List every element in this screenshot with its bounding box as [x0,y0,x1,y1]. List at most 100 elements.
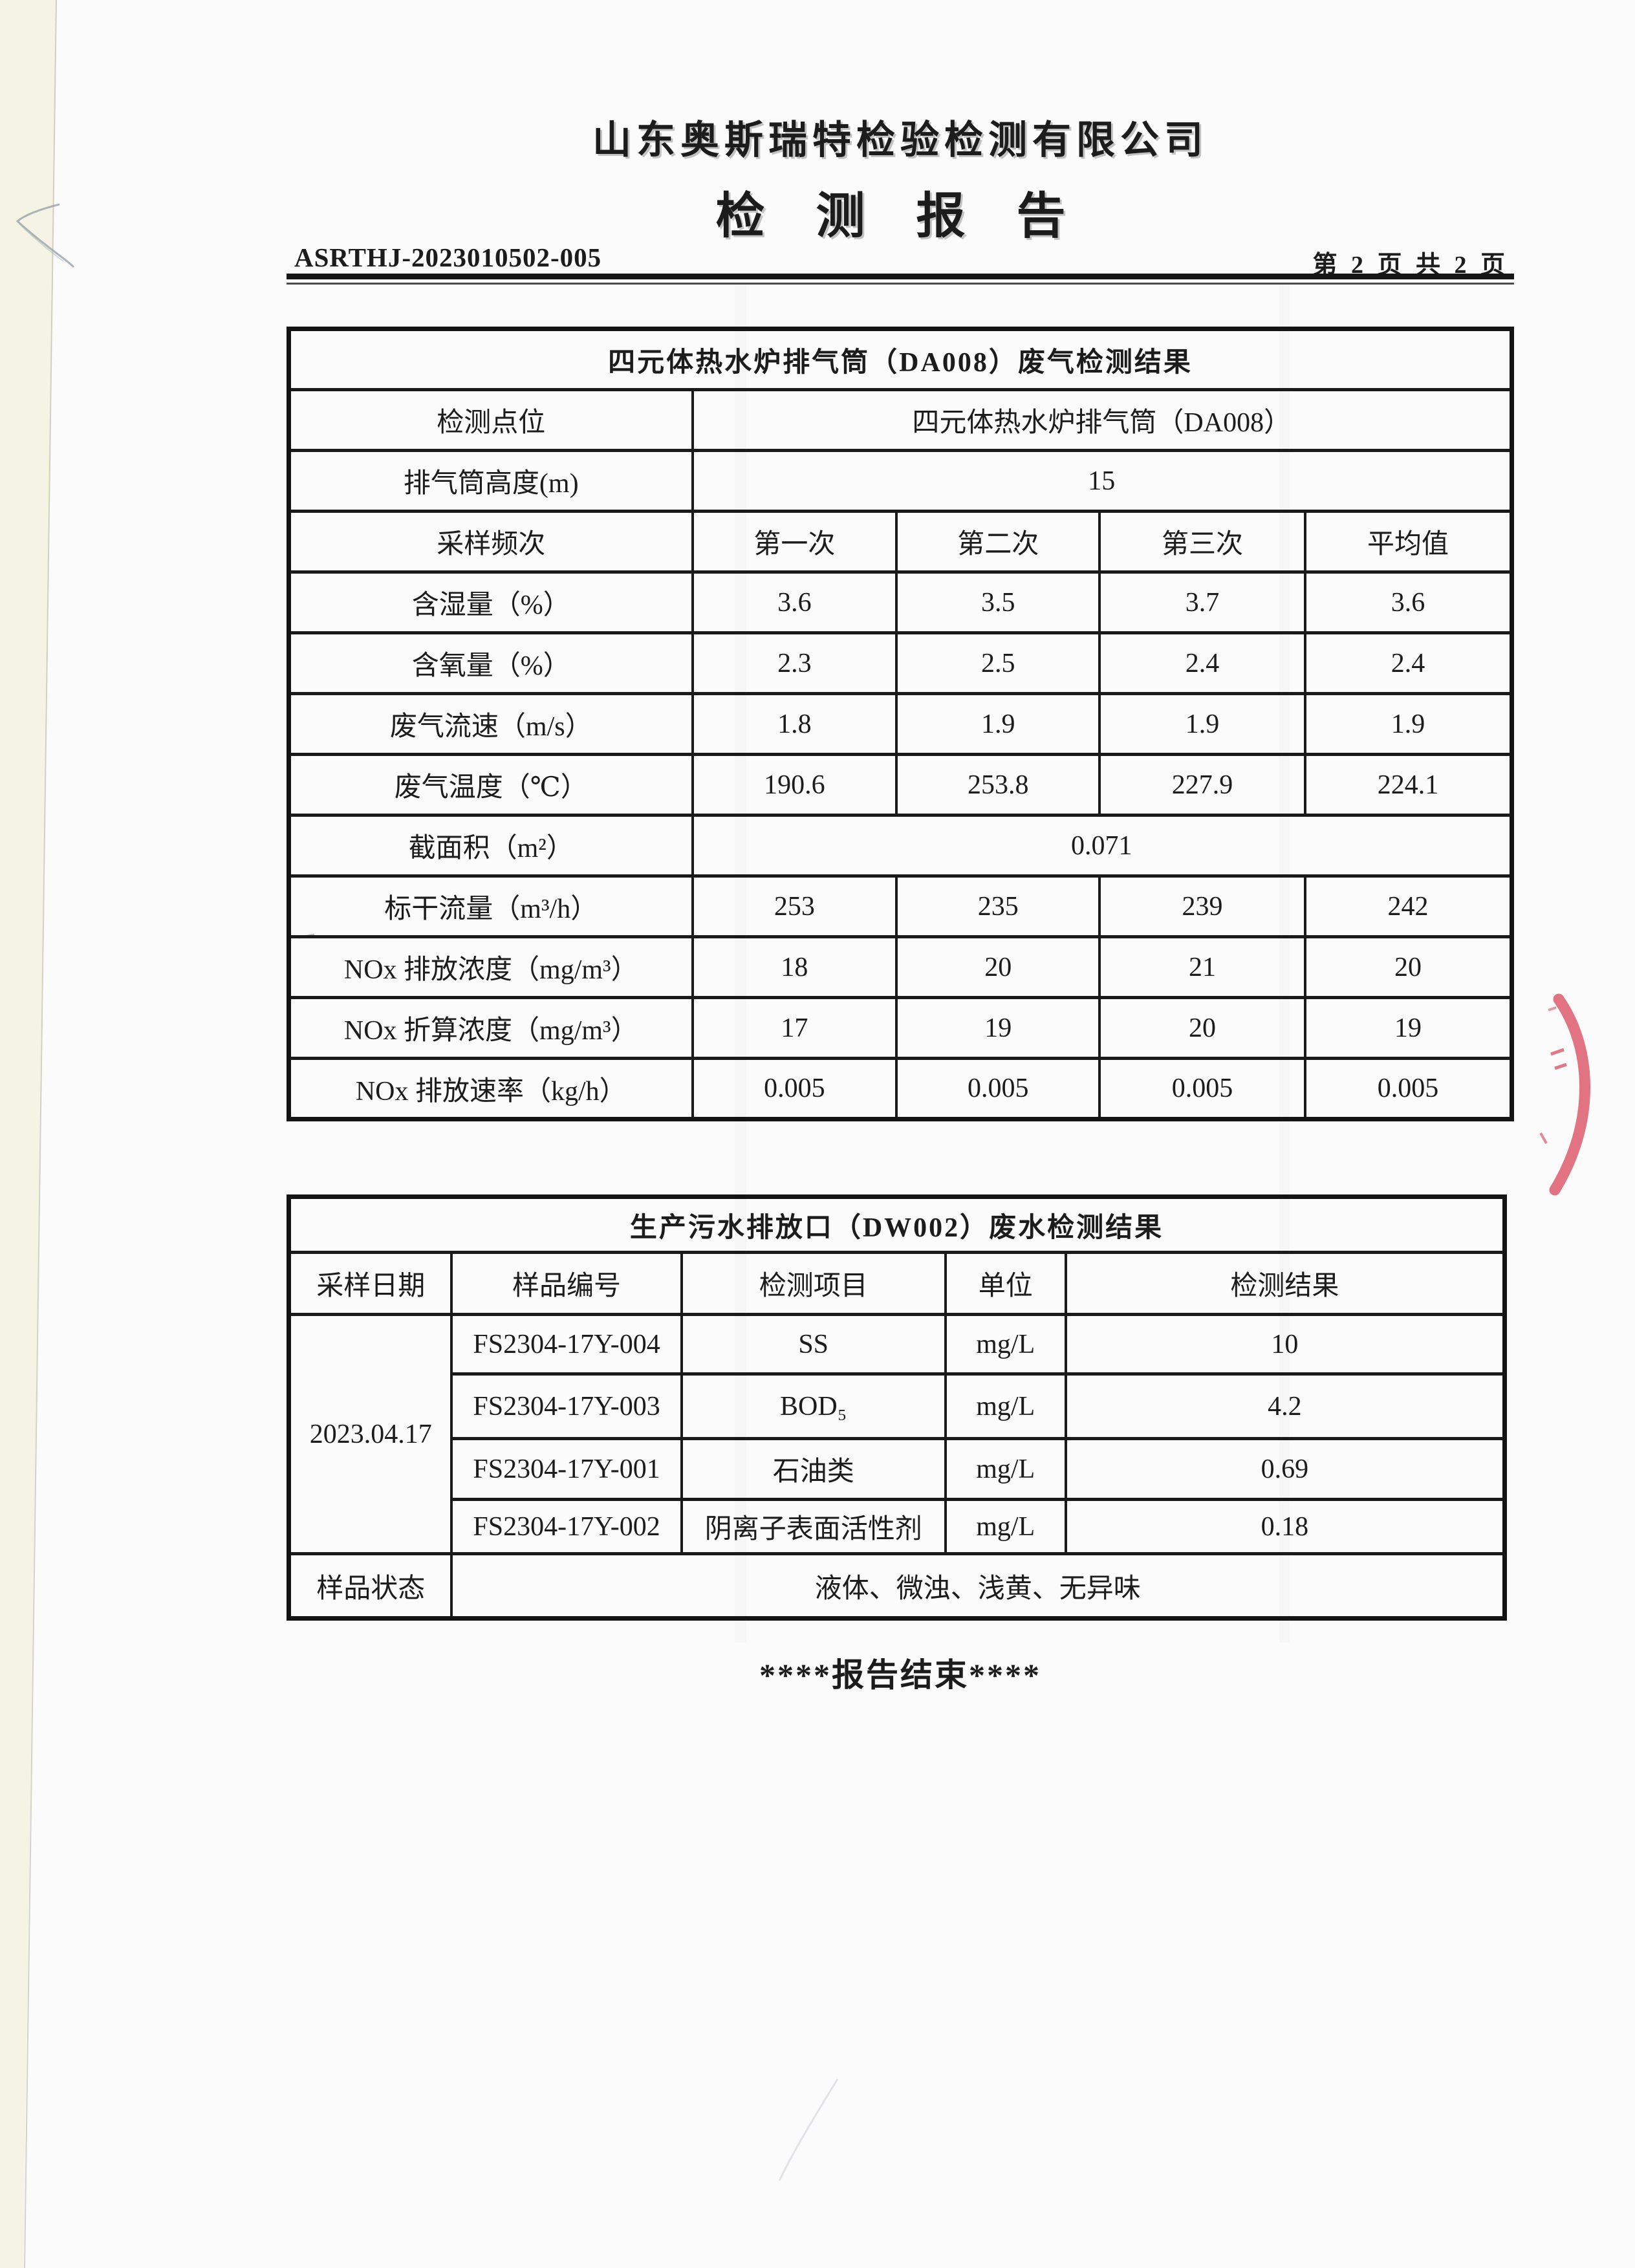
report-end-marker: ****报告结束**** [759,1657,1041,1693]
result-cell: 10 [1064,1313,1506,1376]
table-row: 检测点位 四元体热水炉排气筒（DA008） [287,388,1513,452]
row-label-cell: 截面积（m²） [287,814,694,878]
column-header-cell: 采样日期 [287,1251,453,1316]
paper-edge-strip [0,0,57,2268]
sample-no-cell: FS2304-17Y-002 [450,1498,683,1555]
row-label-cell: 排气筒高度(m) [287,449,694,513]
value-cell: 235 [895,874,1101,938]
table-row: NOx 排放速率（kg/h） 0.005 0.005 0.005 0.005 [287,1057,1513,1121]
value-cell: 0.005 [1303,1057,1513,1121]
unit-cell: mg/L [944,1437,1067,1501]
column-header-cell: 单位 [944,1251,1067,1316]
value-cell: 18 [691,935,898,999]
value-cell: 1.8 [691,692,898,756]
value-cell: 20 [1098,996,1306,1060]
value-cell: 四元体热水炉排气筒（DA008） [691,388,1513,452]
column-header-cell: 检测项目 [680,1251,947,1316]
water-table-title: 生产污水排放口（DW002）废水检测结果 [287,1195,1506,1254]
table-row: 截面积（m²） 0.071 [287,814,1513,878]
sample-state-cell: 液体、微浊、浅黄、无异味 [450,1552,1506,1620]
item-cell: 阴离子表面活性剂 [680,1498,947,1555]
table-row: 采样频次 第一次 第二次 第三次 平均值 [287,510,1513,574]
pencil-arrow-mark [16,203,75,268]
result-cell: 0.18 [1064,1498,1506,1555]
result-cell: 4.2 [1064,1372,1506,1440]
row-label-cell: 含氧量（%） [287,631,694,695]
sample-no-cell: FS2304-17Y-001 [450,1437,683,1501]
value-cell: 3.6 [1303,570,1513,634]
value-cell: 239 [1098,874,1306,938]
gas-table-title: 四元体热水炉排气筒（DA008）废气检测结果 [287,327,1513,391]
red-stamp-text-mark-4 [1539,1132,1548,1144]
value-cell: 15 [691,449,1513,513]
value-cell: 19 [895,996,1101,1060]
row-label-cell: NOx 折算浓度（mg/m³） [287,996,694,1060]
table-row: 样品状态 液体、微浊、浅黄、无异味 [287,1552,1506,1620]
column-header-cell: 第三次 [1098,510,1306,574]
header-rule-thick [287,274,1514,279]
value-cell: 20 [895,935,1101,999]
value-cell: 19 [1303,996,1513,1060]
column-header-cell: 第一次 [691,510,898,574]
unit-cell: mg/L [944,1372,1067,1440]
table-row: 四元体热水炉排气筒（DA008）废气检测结果 [287,327,1513,391]
value-cell: 0.005 [895,1057,1101,1121]
unit-cell: mg/L [944,1498,1067,1555]
gas-results-table: 四元体热水炉排气筒（DA008）废气检测结果 检测点位 四元体热水炉排气筒（DA… [287,327,1514,1121]
page-title: 检 测 报 告 [715,189,1085,244]
row-label-cell: 标干流量（m³/h） [287,874,694,938]
red-stamp-text-mark-1 [1550,1048,1565,1056]
value-cell: 253.8 [895,753,1101,817]
value-cell: 3.7 [1098,570,1306,634]
value-cell: 190.6 [691,753,898,817]
sample-no-cell: FS2304-17Y-004 [450,1313,683,1376]
table-row: 废气温度（℃） 190.6 253.8 227.9 224.1 [287,753,1513,817]
item-cell: 石油类 [680,1437,947,1501]
row-label-cell: NOx 排放速率（kg/h） [287,1057,694,1121]
value-cell: 253 [691,874,898,938]
value-cell: 242 [1303,874,1513,938]
red-stamp-text-mark-3 [1548,1006,1557,1011]
value-cell: 227.9 [1098,753,1306,817]
value-cell: 3.6 [691,570,898,634]
row-label-cell: 含湿量（%） [287,570,694,634]
value-cell: 1.9 [1098,692,1306,756]
sample-no-cell: FS2304-17Y-003 [450,1372,683,1440]
value-cell: 21 [1098,935,1306,999]
value-cell: 2.5 [895,631,1101,695]
pencil-arrow-mark-2 [19,223,64,262]
water-results-table: 生产污水排放口（DW002）废水检测结果 采样日期 样品编号 检测项目 单位 检… [287,1194,1507,1621]
result-cell: 0.69 [1064,1437,1506,1501]
value-cell: 0.071 [691,814,1513,878]
sample-date-cell: 2023.04.17 [287,1313,453,1555]
row-label-cell: 废气流速（m/s） [287,692,694,756]
value-cell: 2.4 [1098,631,1306,695]
value-cell: 2.4 [1303,631,1513,695]
row-label-cell: 采样频次 [287,510,694,574]
table-row: 2023.04.17 FS2304-17Y-004 SS mg/L 10 [287,1313,1506,1555]
report-meta: ASRTHJ-2023010502-005 第 2 页 共 2 页 [287,242,1514,279]
value-cell: 0.005 [1098,1057,1306,1121]
column-header-cell: 检测结果 [1064,1251,1506,1316]
unit-cell: mg/L [944,1313,1067,1376]
value-cell: 1.9 [895,692,1101,756]
column-header-cell: 第二次 [895,510,1101,574]
row-label-cell: 样品状态 [287,1552,453,1620]
item-cell: BOD₅ [680,1372,947,1440]
value-cell: 0.005 [691,1057,898,1121]
row-label-cell: 废气温度（℃） [287,753,694,817]
red-stamp-arc [1549,993,1590,1196]
paper-edge-line [24,0,57,2268]
value-cell: 17 [691,996,898,1060]
row-label-cell: 检测点位 [287,388,694,452]
table-row: 废气流速（m/s） 1.8 1.9 1.9 1.9 [287,692,1513,756]
red-stamp-text-mark-2 [1554,1063,1567,1070]
table-row: FS2304-17Y-001 石油类 mg/L 0.69 [289,1437,1506,1501]
table-row: FS2304-17Y-003 BOD₅ mg/L 4.2 [289,1372,1506,1440]
value-cell: 20 [1303,935,1513,999]
table-row: 含氧量（%） 2.3 2.5 2.4 2.4 [287,631,1513,695]
table-row: 排气筒高度(m) 15 [287,449,1513,513]
table-row: NOx 排放浓度（mg/m³） 18 20 21 20 [287,935,1513,999]
table-row: 标干流量（m³/h） 253 235 239 242 [287,874,1513,938]
